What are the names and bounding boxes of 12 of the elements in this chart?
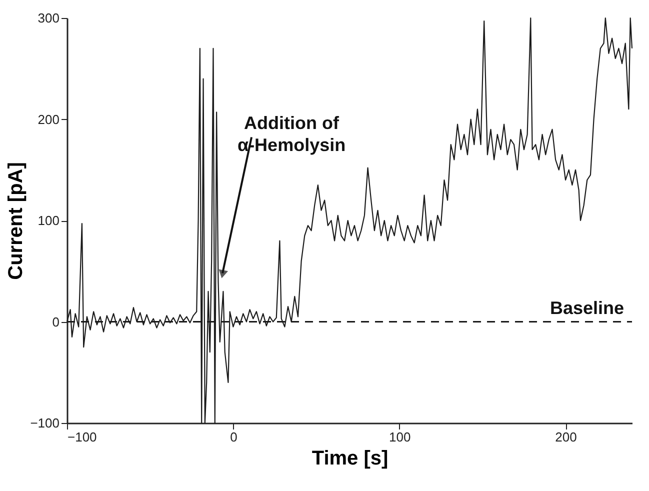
x-tick-label: 100: [389, 430, 411, 444]
y-tick-label: 200: [38, 112, 60, 127]
y-tick-label: −100: [30, 416, 60, 430]
y-tick-label: 300: [38, 10, 60, 26]
x-tick-label: 200: [555, 430, 577, 444]
y-axis-title: Current [pA]: [5, 162, 28, 280]
x-tick-label: 0: [230, 430, 238, 444]
x-axis-title: Time [s]: [312, 448, 388, 470]
y-tick-label: 100: [38, 213, 60, 228]
ref-line-label: Baseline: [550, 298, 624, 318]
x-tick-label: −100: [68, 430, 97, 444]
y-tick-label: 0: [52, 314, 60, 330]
